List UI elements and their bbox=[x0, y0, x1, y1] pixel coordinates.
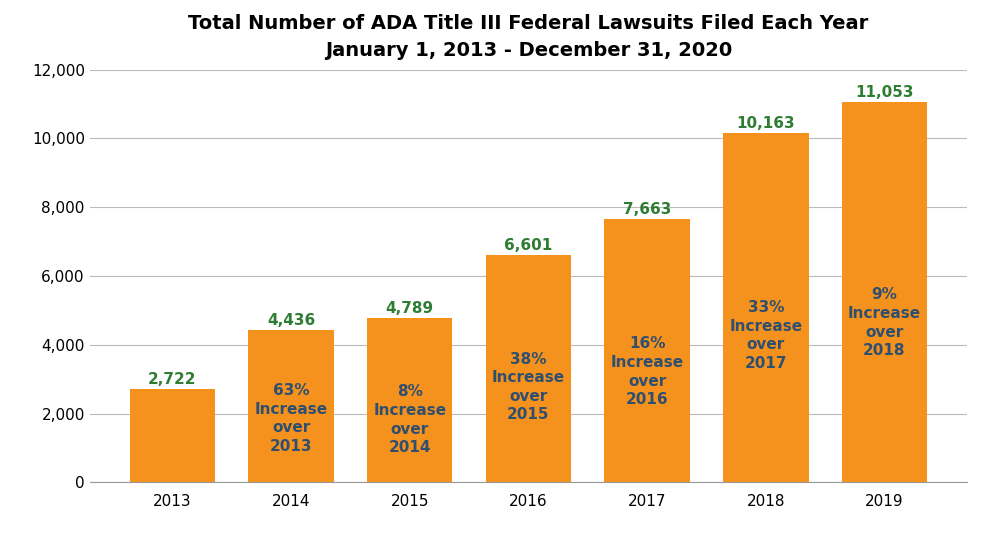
Text: 8%
Increase
over
2014: 8% Increase over 2014 bbox=[373, 384, 447, 455]
Title: Total Number of ADA Title III Federal Lawsuits Filed Each Year
January 1, 2013 -: Total Number of ADA Title III Federal La… bbox=[188, 14, 868, 60]
Text: 16%
Increase
over
2016: 16% Increase over 2016 bbox=[610, 336, 684, 407]
Bar bbox=[604, 219, 690, 482]
Text: 2,722: 2,722 bbox=[149, 372, 196, 386]
Bar bbox=[367, 318, 453, 482]
Text: 6,601: 6,601 bbox=[504, 239, 552, 254]
Text: 38%
Increase
over
2015: 38% Increase over 2015 bbox=[492, 352, 565, 422]
Bar bbox=[723, 133, 809, 482]
Text: 4,436: 4,436 bbox=[267, 313, 315, 328]
Bar bbox=[130, 389, 215, 482]
Text: 11,053: 11,053 bbox=[855, 85, 913, 100]
Text: 63%
Increase
over
2013: 63% Increase over 2013 bbox=[254, 383, 328, 453]
Bar bbox=[248, 330, 334, 482]
Bar bbox=[486, 255, 571, 482]
Bar bbox=[841, 102, 927, 482]
Text: 33%
Increase
over
2017: 33% Increase over 2017 bbox=[729, 300, 803, 371]
Text: 4,789: 4,789 bbox=[386, 301, 434, 316]
Text: 10,163: 10,163 bbox=[737, 116, 795, 131]
Text: 7,663: 7,663 bbox=[623, 202, 671, 217]
Text: 9%
Increase
over
2018: 9% Increase over 2018 bbox=[847, 287, 921, 358]
